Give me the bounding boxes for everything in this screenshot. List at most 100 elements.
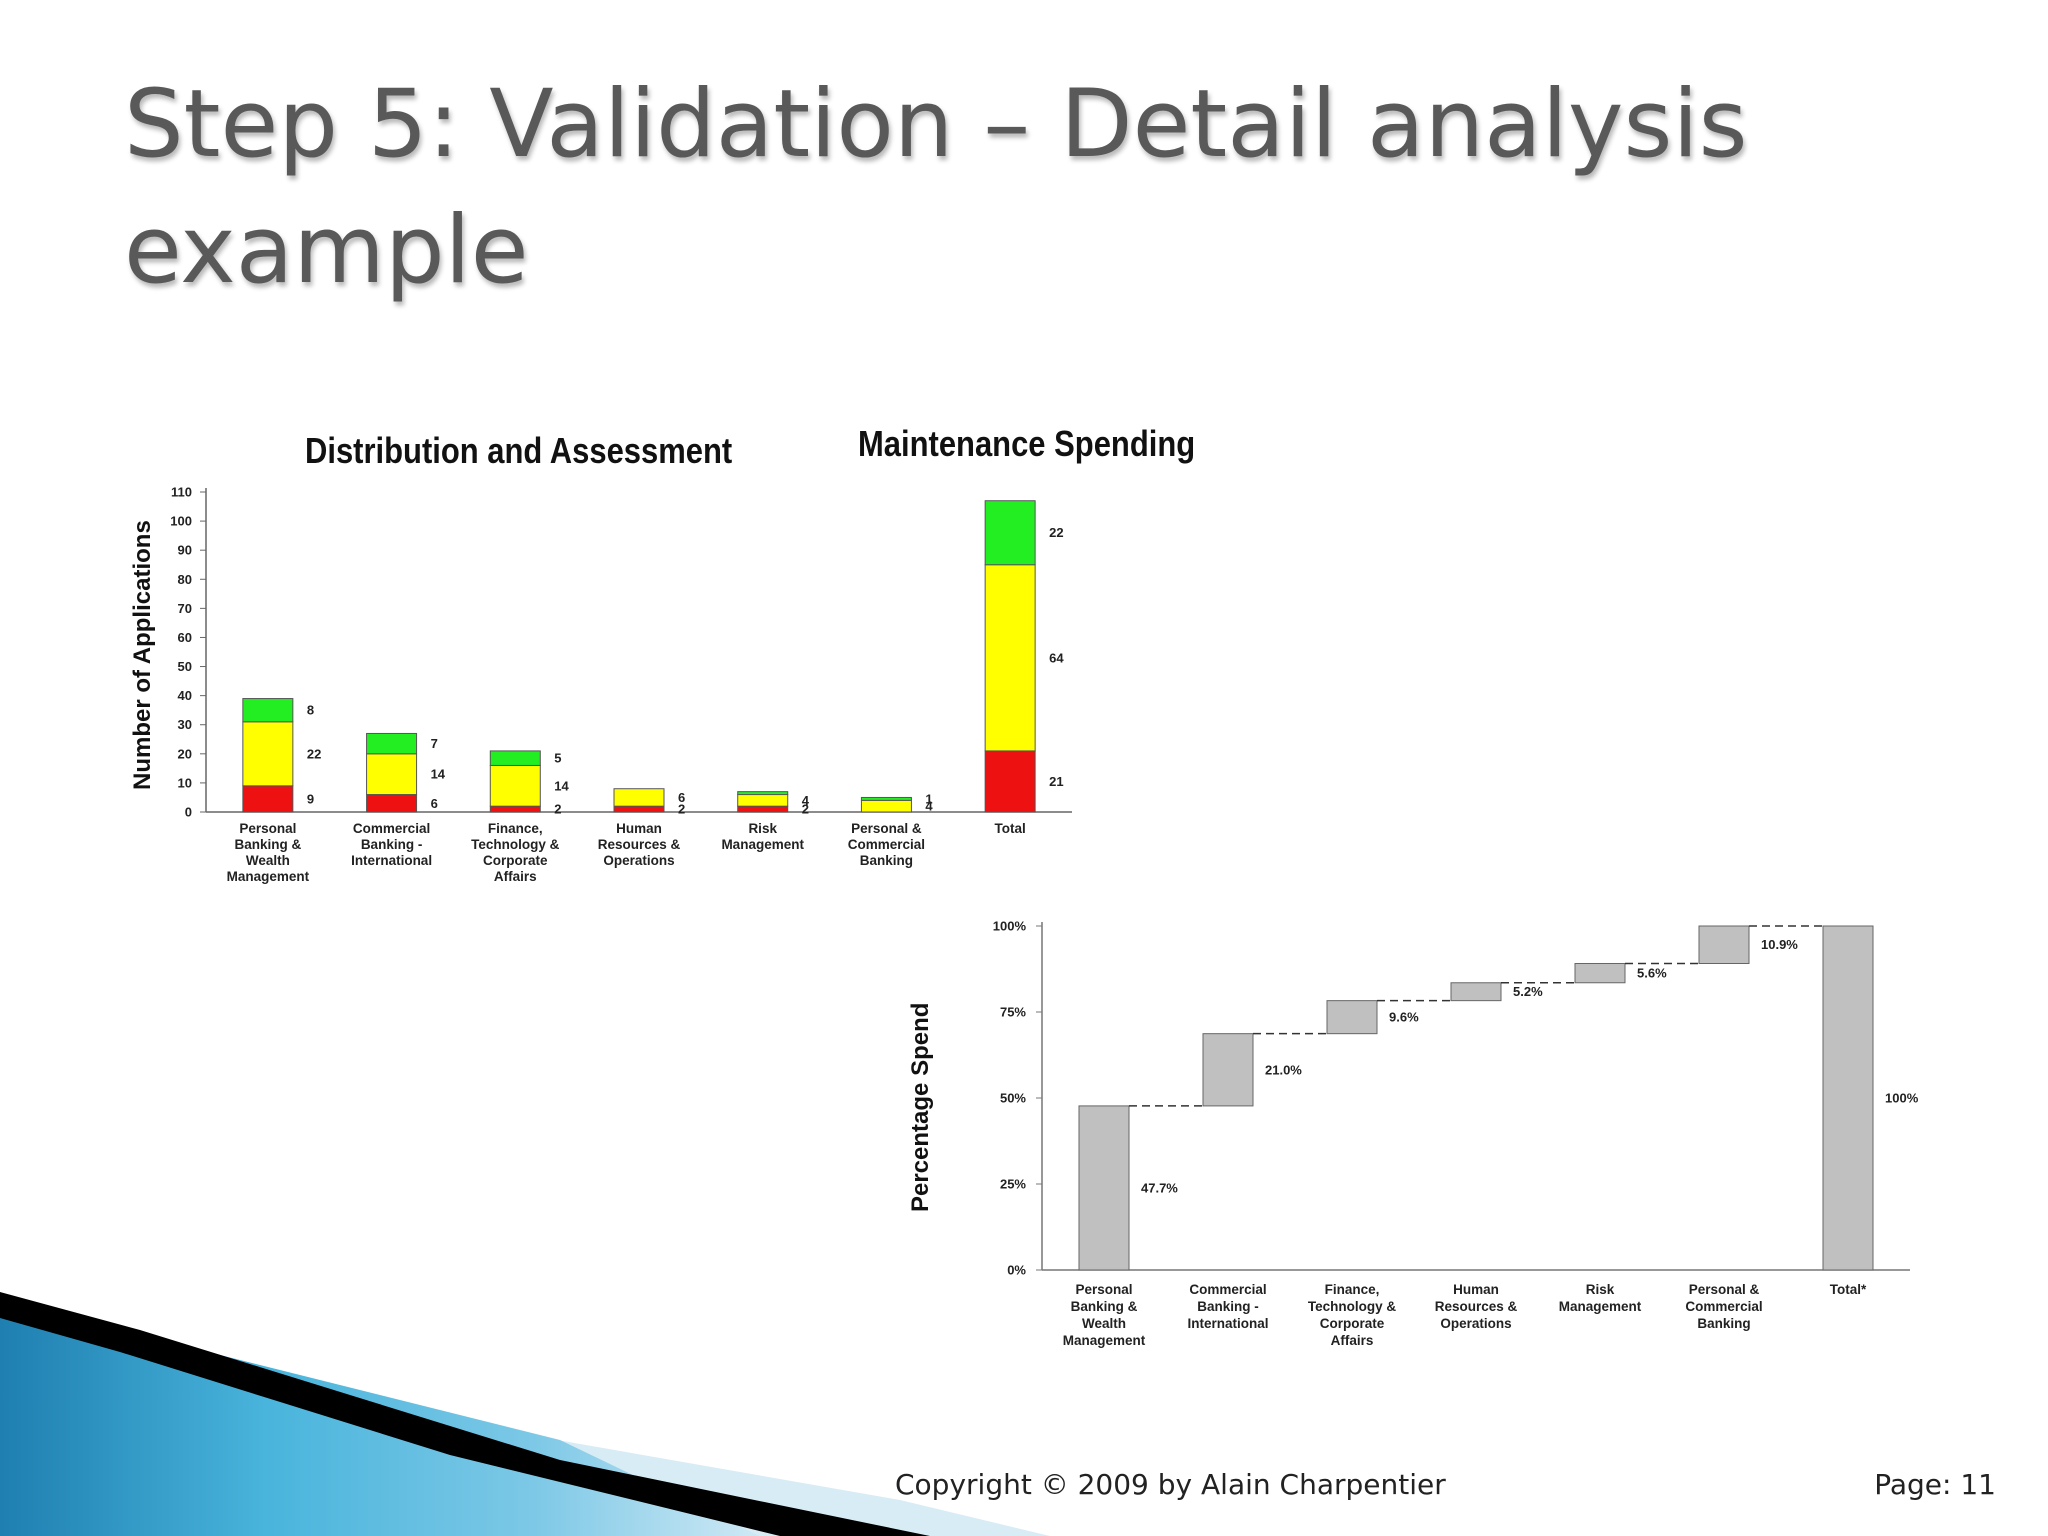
waterfall-category-label: Human <box>1453 1282 1499 1297</box>
footer-copyright: Copyright © 2009 by Alain Charpentier <box>895 1468 1446 1501</box>
distribution-category-label: Operations <box>603 853 674 868</box>
distribution-bar-segment <box>984 750 1036 813</box>
waterfall-data-label: 5.6% <box>1637 966 1667 981</box>
distribution-bar-segment <box>242 721 294 787</box>
waterfall-y-tick-label: 50% <box>1000 1091 1026 1106</box>
waterfall-bar <box>1202 1033 1254 1107</box>
distribution-category-label: Management <box>227 869 310 884</box>
distribution-category-label: International <box>351 853 432 868</box>
distribution-category-label: Commercial <box>848 837 925 852</box>
waterfall-data-label: 10.9% <box>1761 937 1798 952</box>
waterfall-y-tick-label: 100% <box>993 919 1027 934</box>
distribution-bar-segment <box>613 788 665 807</box>
waterfall-bar <box>1698 925 1750 964</box>
distribution-y-tick-label: 60 <box>178 630 192 645</box>
distribution-category-label: Technology & <box>471 837 560 852</box>
distribution-category-label: Management <box>721 837 804 852</box>
waterfall-category-label: Banking & <box>1071 1299 1138 1314</box>
distribution-bar-segment <box>984 564 1036 752</box>
maintenance-chart-title: Maintenance Spending <box>858 423 1196 464</box>
waterfall-category-label: Management <box>1559 1299 1642 1314</box>
waterfall-category-label: Affairs <box>1331 1333 1374 1348</box>
distribution-category-label: Corporate <box>483 853 548 868</box>
distribution-y-tick-label: 80 <box>178 572 192 587</box>
distribution-bar-segment <box>242 785 294 813</box>
distribution-data-label: 6 <box>678 790 685 805</box>
distribution-bar-segment <box>984 500 1036 566</box>
distribution-category-label: Banking & <box>234 837 301 852</box>
distribution-data-label: 5 <box>554 751 561 766</box>
distribution-category-label: Wealth <box>246 853 290 868</box>
waterfall-category-label: Resources & <box>1435 1299 1518 1314</box>
distribution-data-label: 1 <box>925 791 932 806</box>
waterfall-bar <box>1450 982 1502 1002</box>
distribution-category-label: Personal <box>239 821 296 836</box>
waterfall-data-label: 100% <box>1885 1091 1919 1106</box>
distribution-data-label: 64 <box>1049 650 1064 665</box>
waterfall-bar <box>1574 962 1626 984</box>
waterfall-category-label: Risk <box>1586 1282 1615 1297</box>
distribution-category-label: Human <box>616 821 662 836</box>
waterfall-category-label: Banking - <box>1197 1299 1259 1314</box>
waterfall-category-label: Personal <box>1075 1282 1132 1297</box>
waterfall-y-tick-label: 75% <box>1000 1005 1026 1020</box>
waterfall-category-label: Finance, <box>1325 1282 1380 1297</box>
waterfall-category-label: Commercial <box>1685 1299 1762 1314</box>
waterfall-category-label: Personal & <box>1689 1282 1760 1297</box>
distribution-data-label: 4 <box>802 793 810 808</box>
distribution-data-label: 8 <box>307 703 314 718</box>
distribution-y-axis-label: Number of Applications <box>129 520 156 790</box>
distribution-y-tick-label: 90 <box>178 543 192 558</box>
distribution-category-label: Affairs <box>494 869 537 884</box>
distribution-category-label: Commercial <box>353 821 430 836</box>
waterfall-category-label: Management <box>1063 1333 1146 1348</box>
distribution-bar-segment <box>489 750 541 766</box>
waterfall-data-label: 21.0% <box>1265 1062 1302 1077</box>
waterfall-y-tick-label: 0% <box>1007 1263 1026 1278</box>
distribution-data-label: 2 <box>554 802 561 817</box>
distribution-category-label: Personal & <box>851 821 922 836</box>
waterfall-category-label: International <box>1187 1316 1268 1331</box>
distribution-category-label: Total <box>995 821 1026 836</box>
slide-title: Step 5: Validation – Detail analysis exa… <box>124 70 1748 305</box>
distribution-data-label: 4 <box>925 799 933 814</box>
distribution-bar-segment <box>489 764 541 807</box>
waterfall-y-axis-label: Percentage Spend <box>907 1003 934 1212</box>
distribution-data-label: 2 <box>802 802 809 817</box>
waterfall-bar <box>1822 925 1874 1271</box>
waterfall-bar <box>1078 1105 1130 1271</box>
waterfall-category-label: Technology & <box>1308 1299 1397 1314</box>
distribution-bar-segment <box>366 753 418 796</box>
distribution-y-tick-label: 100 <box>170 514 192 529</box>
waterfall-category-label: Operations <box>1440 1316 1511 1331</box>
distribution-category-label: Banking <box>860 853 913 868</box>
distribution-data-label: 22 <box>307 746 321 761</box>
waterfall-data-label: 47.7% <box>1141 1180 1178 1195</box>
distribution-bar-segment <box>366 732 418 755</box>
distribution-y-tick-label: 0 <box>185 805 192 820</box>
distribution-y-tick-label: 70 <box>178 601 192 616</box>
distribution-category-label: Risk <box>748 821 777 836</box>
distribution-category-label: Finance, <box>488 821 543 836</box>
distribution-y-tick-label: 20 <box>178 746 192 761</box>
distribution-y-tick-label: 30 <box>178 717 192 732</box>
waterfall-bar <box>1326 1000 1378 1035</box>
waterfall-category-label: Wealth <box>1082 1316 1126 1331</box>
waterfall-category-label: Banking <box>1697 1316 1750 1331</box>
distribution-category-label: Banking - <box>361 837 423 852</box>
distribution-y-tick-label: 50 <box>178 659 192 674</box>
distribution-y-tick-label: 40 <box>178 688 192 703</box>
distribution-data-label: 6 <box>431 796 438 811</box>
distribution-data-label: 14 <box>554 778 569 793</box>
distribution-bar-segment <box>737 791 789 796</box>
distribution-data-label: 2 <box>678 802 685 817</box>
distribution-data-label: 9 <box>307 791 314 806</box>
distribution-data-label: 21 <box>1049 774 1063 789</box>
distribution-y-tick-label: 10 <box>178 775 192 790</box>
distribution-bar-segment <box>860 796 912 801</box>
waterfall-y-tick-label: 25% <box>1000 1177 1026 1192</box>
distribution-data-label: 22 <box>1049 525 1063 540</box>
